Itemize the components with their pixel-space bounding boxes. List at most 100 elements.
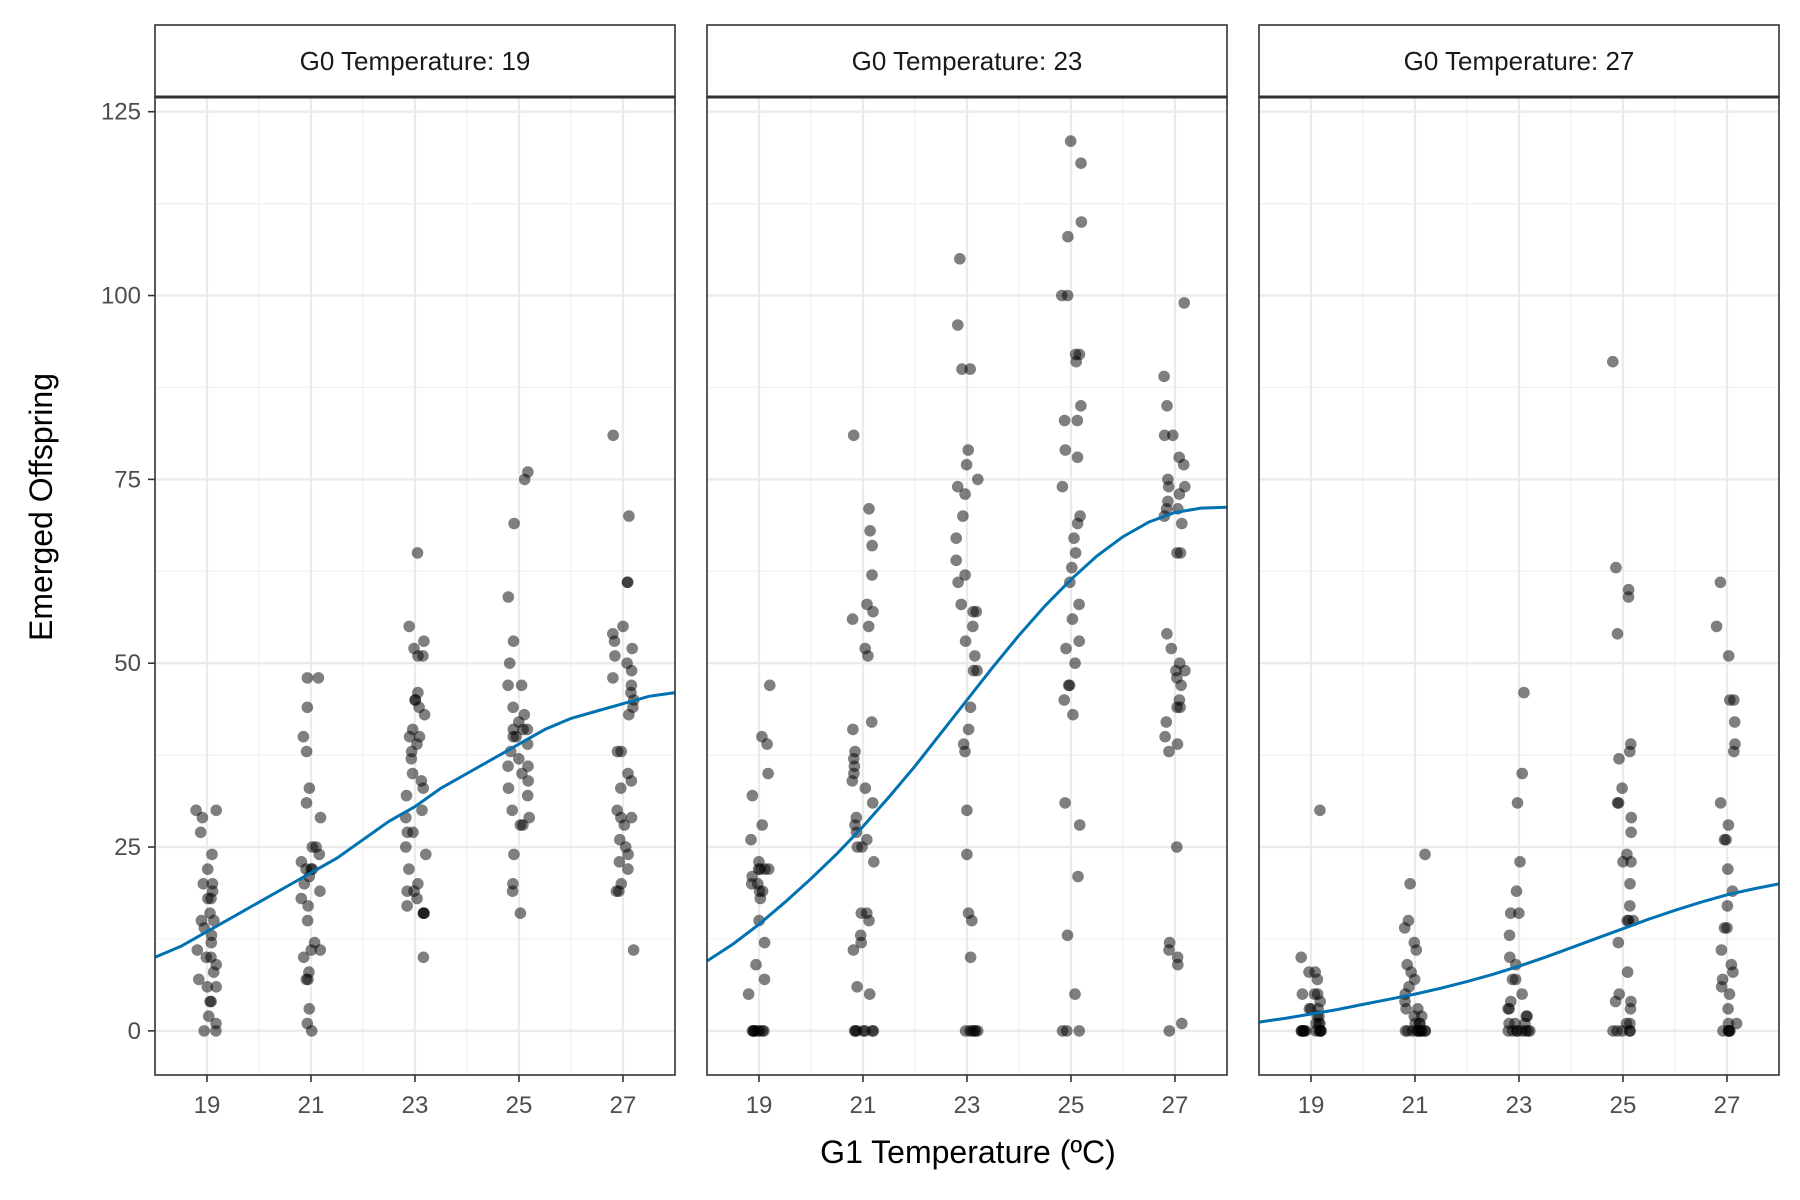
data-point <box>202 1010 215 1022</box>
data-point <box>210 1025 222 1037</box>
y-tick-label: 125 <box>101 99 141 126</box>
data-point <box>864 525 876 537</box>
data-point <box>1059 444 1072 456</box>
data-point <box>859 1025 871 1037</box>
data-point <box>1171 738 1184 750</box>
data-point <box>1060 642 1072 655</box>
fit-curve <box>1258 882 1780 1024</box>
data-point <box>1178 297 1190 309</box>
data-point <box>301 701 314 714</box>
data-point <box>1398 922 1411 934</box>
data-point <box>193 973 205 986</box>
data-point <box>205 936 218 949</box>
data-point <box>204 995 216 1008</box>
data-point <box>1624 1003 1637 1015</box>
data-point <box>954 252 966 265</box>
data-point <box>1071 451 1084 464</box>
data-point <box>745 833 757 846</box>
data-point <box>201 981 214 993</box>
data-point <box>613 885 625 897</box>
data-point <box>746 789 759 802</box>
data-point <box>210 804 222 817</box>
data-point <box>1066 613 1079 625</box>
data-point <box>964 951 977 964</box>
facet-strip <box>1258 24 1780 98</box>
data-point <box>1611 1025 1623 1037</box>
data-point <box>1174 547 1187 559</box>
data-point <box>1607 355 1619 368</box>
data-point <box>758 973 771 986</box>
data-point <box>1721 900 1734 912</box>
data-point <box>608 635 621 647</box>
data-point <box>503 657 516 669</box>
data-point <box>1419 848 1431 861</box>
data-point <box>950 554 962 567</box>
data-point <box>1513 907 1525 919</box>
data-point <box>1714 576 1727 589</box>
data-point <box>967 605 979 618</box>
data-point <box>1160 716 1173 728</box>
data-point <box>1722 650 1735 662</box>
data-point <box>862 650 874 662</box>
data-point <box>1624 1025 1636 1037</box>
data-point <box>1609 995 1622 1008</box>
data-point <box>506 804 518 817</box>
data-point <box>762 767 774 780</box>
facet-label: G0 Temperature: 19 <box>300 46 531 76</box>
data-point <box>1296 988 1309 1000</box>
data-point <box>418 708 431 721</box>
data-point <box>1165 642 1178 655</box>
x-tick-label: 21 <box>298 1092 325 1119</box>
data-point <box>1625 856 1637 868</box>
data-point <box>417 907 430 919</box>
data-point <box>1167 429 1179 442</box>
data-point <box>1728 716 1741 728</box>
data-point <box>961 804 973 817</box>
y-tick-label: 0 <box>128 1018 141 1045</box>
data-point <box>1722 819 1735 831</box>
data-point <box>420 848 432 861</box>
data-point <box>1171 841 1183 853</box>
data-point <box>866 569 878 581</box>
data-point <box>403 863 415 875</box>
data-point <box>962 723 975 736</box>
data-point <box>1613 753 1625 765</box>
x-tick-label: 23 <box>402 1092 429 1119</box>
data-point <box>1163 745 1175 758</box>
data-point <box>1163 1025 1176 1037</box>
data-point <box>622 848 634 861</box>
data-point <box>962 444 974 456</box>
data-point <box>295 892 308 905</box>
y-tick-label: 75 <box>114 466 141 493</box>
data-point <box>867 605 879 618</box>
data-point <box>515 679 528 692</box>
facet-label: G0 Temperature: 23 <box>852 46 1083 76</box>
data-point <box>754 892 767 905</box>
data-point <box>1510 885 1523 897</box>
data-point <box>411 547 424 559</box>
data-point <box>1059 797 1071 809</box>
data-point <box>1176 517 1188 530</box>
data-point <box>302 900 314 912</box>
data-point <box>1724 694 1736 706</box>
data-point <box>846 613 859 625</box>
x-tick-label: 23 <box>1506 1092 1533 1119</box>
panel-3: G0 Temperature: 27 19 21 23 25 27 <box>1258 24 1780 1119</box>
data-point <box>405 753 418 765</box>
data-point <box>952 319 964 331</box>
data-point <box>1176 1017 1188 1030</box>
data-point <box>959 635 972 647</box>
data-point <box>417 951 430 964</box>
data-point <box>1058 694 1070 706</box>
data-point <box>208 914 220 927</box>
data-point <box>206 848 218 861</box>
data-point <box>625 775 638 787</box>
data-point <box>607 672 619 684</box>
data-point <box>1400 1003 1412 1015</box>
data-point <box>1718 833 1731 846</box>
data-point <box>507 635 520 647</box>
data-point <box>1715 981 1728 993</box>
data-point <box>1722 863 1734 875</box>
data-point <box>1163 944 1175 956</box>
